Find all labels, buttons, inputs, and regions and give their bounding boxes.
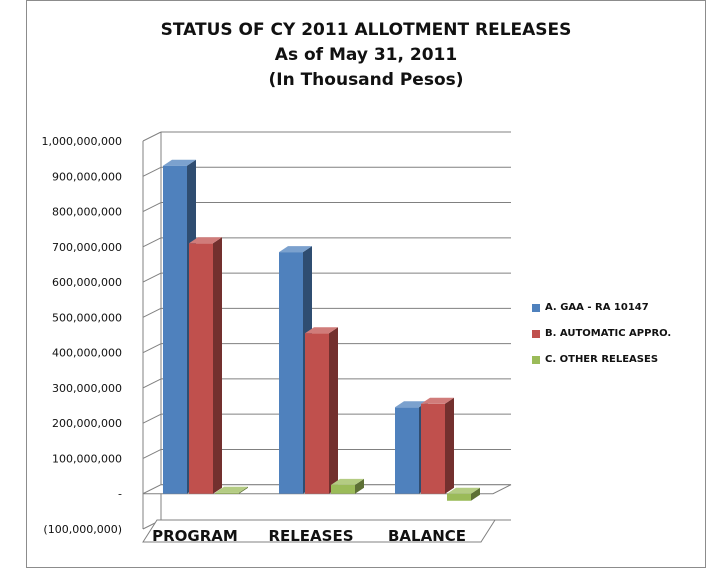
bar <box>305 333 329 494</box>
bar-top <box>331 478 364 485</box>
side-gridline <box>142 166 162 177</box>
bar-top <box>447 487 480 494</box>
bar-top <box>189 237 222 244</box>
side-gridline <box>142 343 162 354</box>
chart-title-line-1: STATUS OF CY 2011 ALLOTMENT RELEASES <box>160 20 572 40</box>
bar <box>447 493 471 501</box>
legend-swatch <box>532 356 540 364</box>
y-tick-label: - <box>118 488 122 501</box>
bar <box>215 492 239 494</box>
y-tick-label: 300,000,000 <box>52 382 122 395</box>
bar <box>331 484 355 494</box>
side-gridline <box>142 131 162 142</box>
legend-swatch <box>532 304 540 312</box>
y-tick-label: 800,000,000 <box>52 206 122 219</box>
legend-item: C. OTHER RELEASES <box>532 354 712 380</box>
y-tick-label: 900,000,000 <box>52 170 122 183</box>
chart-title-line-2: As of May 31, 2011 <box>274 45 458 65</box>
y-tick-label: 600,000,000 <box>52 276 122 289</box>
legend-label: C. OTHER RELEASES <box>545 354 659 365</box>
side-gridline <box>142 272 162 283</box>
legend-item: A. GAA - RA 10147 <box>532 302 712 328</box>
bar <box>395 407 419 494</box>
side-gridline <box>142 413 162 424</box>
bar-side <box>329 327 338 494</box>
bar-top <box>215 486 248 493</box>
bar-side <box>213 237 222 494</box>
y-tick-label: 700,000,000 <box>52 241 122 254</box>
bar <box>163 165 187 494</box>
bar-top <box>395 401 428 408</box>
y-tick-label: 400,000,000 <box>52 347 122 360</box>
y-tick-label: 1,000,000,000 <box>42 135 122 148</box>
chart-legend: A. GAA - RA 10147 B. AUTOMATIC APPRO. C. O… <box>532 302 712 380</box>
x-category-label: PROGRAM <box>152 527 238 545</box>
bar-top <box>163 159 196 166</box>
legend-item: B. AUTOMATIC APPRO. <box>532 328 712 354</box>
y-tick-label: (100,000,000) <box>43 523 122 536</box>
y-tick-label: 100,000,000 <box>52 452 122 465</box>
bar-top <box>421 397 454 404</box>
bar-side <box>239 486 248 494</box>
y-tick-label: 500,000,000 <box>52 311 122 324</box>
legend-label: B. AUTOMATIC APPRO. <box>545 328 672 339</box>
side-gridline <box>142 202 162 212</box>
bar <box>421 403 445 494</box>
category-axis-band <box>142 519 496 543</box>
x-category-label: RELEASES <box>268 527 353 545</box>
x-category-label: BALANCE <box>388 527 466 545</box>
bar <box>279 252 303 494</box>
legend-label: A. GAA - RA 10147 <box>545 302 649 313</box>
side-gridline <box>142 378 162 389</box>
bar-top <box>279 246 312 253</box>
bar-side <box>445 397 454 494</box>
bar <box>189 243 213 494</box>
side-gridline <box>142 449 162 459</box>
side-gridline <box>142 307 162 318</box>
bar-side <box>355 478 364 494</box>
bar-top <box>305 327 338 334</box>
chart-title-line-3: (In Thousand Pesos) <box>268 70 464 90</box>
side-gridline <box>142 237 162 248</box>
y-tick-label: 200,000,000 <box>52 417 122 430</box>
chart-frame: STATUS OF CY 2011 ALLOTMENT RELEASES As … <box>26 0 706 568</box>
bar-side <box>471 487 480 501</box>
legend-swatch <box>532 330 540 338</box>
